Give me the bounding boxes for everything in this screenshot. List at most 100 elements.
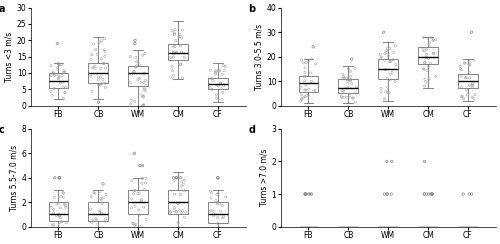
- Point: [98, 82, 106, 86]
- Point: [138, 53, 146, 57]
- Point: [49, 71, 57, 75]
- Point: [300, 88, 308, 92]
- Point: [127, 98, 135, 102]
- Point: [344, 67, 352, 71]
- Point: [305, 87, 313, 91]
- Point: [348, 96, 356, 100]
- Point: [208, 88, 216, 92]
- Point: [171, 44, 179, 48]
- Point: [178, 28, 186, 32]
- Point: [168, 29, 176, 32]
- Point: [471, 93, 479, 97]
- Point: [94, 78, 102, 81]
- Point: [423, 69, 431, 72]
- Point: [52, 214, 60, 218]
- Point: [214, 83, 222, 87]
- PathPatch shape: [88, 63, 108, 83]
- Point: [468, 192, 475, 196]
- Point: [100, 37, 108, 41]
- Point: [56, 62, 64, 66]
- Text: d: d: [248, 125, 256, 135]
- Point: [468, 30, 475, 34]
- Point: [420, 160, 428, 163]
- Point: [218, 216, 226, 220]
- Point: [51, 176, 59, 180]
- Point: [176, 63, 184, 67]
- Point: [430, 51, 438, 55]
- PathPatch shape: [128, 190, 148, 214]
- Point: [137, 224, 145, 228]
- Point: [346, 69, 354, 73]
- Point: [208, 77, 216, 81]
- Point: [346, 93, 354, 97]
- Point: [297, 85, 305, 89]
- Point: [302, 192, 310, 196]
- Point: [56, 176, 64, 180]
- Point: [96, 40, 104, 44]
- Point: [132, 223, 140, 227]
- Point: [422, 52, 430, 56]
- Point: [384, 46, 392, 50]
- Point: [386, 91, 394, 94]
- Point: [47, 205, 55, 209]
- Point: [212, 198, 220, 202]
- Point: [340, 75, 348, 79]
- Point: [98, 202, 106, 205]
- Point: [94, 75, 102, 79]
- Point: [383, 192, 391, 196]
- Point: [343, 95, 351, 99]
- Point: [387, 192, 395, 196]
- Point: [376, 52, 384, 56]
- Point: [92, 217, 100, 221]
- Point: [98, 39, 106, 42]
- Point: [346, 86, 354, 90]
- Point: [60, 191, 68, 195]
- Point: [468, 85, 476, 89]
- Point: [170, 52, 177, 56]
- Point: [207, 196, 215, 200]
- Point: [384, 90, 392, 94]
- Point: [131, 41, 139, 45]
- Point: [50, 223, 58, 227]
- Point: [142, 83, 150, 87]
- Point: [386, 72, 394, 76]
- Point: [420, 68, 428, 71]
- Point: [94, 222, 102, 226]
- Point: [100, 196, 108, 200]
- Point: [352, 91, 360, 95]
- Point: [98, 198, 106, 202]
- Point: [424, 36, 432, 40]
- Point: [100, 62, 108, 66]
- Point: [214, 176, 222, 180]
- Point: [432, 38, 440, 42]
- Point: [142, 181, 150, 185]
- Point: [310, 89, 318, 93]
- Point: [386, 47, 394, 51]
- Point: [306, 192, 314, 196]
- Point: [302, 88, 310, 92]
- Point: [217, 87, 225, 91]
- Point: [430, 51, 438, 55]
- Point: [352, 100, 360, 104]
- Point: [59, 191, 67, 194]
- Point: [216, 209, 224, 213]
- Point: [62, 205, 70, 209]
- Point: [216, 202, 224, 206]
- Point: [48, 93, 56, 97]
- Point: [344, 78, 352, 81]
- Point: [344, 78, 351, 82]
- Point: [178, 180, 186, 184]
- Point: [391, 80, 399, 83]
- Point: [58, 74, 66, 78]
- Point: [48, 74, 56, 78]
- Point: [464, 93, 471, 97]
- Point: [134, 192, 142, 196]
- Point: [50, 73, 58, 77]
- Point: [462, 76, 469, 80]
- Point: [142, 217, 150, 221]
- Point: [47, 90, 55, 94]
- Point: [176, 209, 184, 213]
- Point: [60, 97, 68, 101]
- Point: [347, 74, 355, 78]
- PathPatch shape: [298, 76, 318, 92]
